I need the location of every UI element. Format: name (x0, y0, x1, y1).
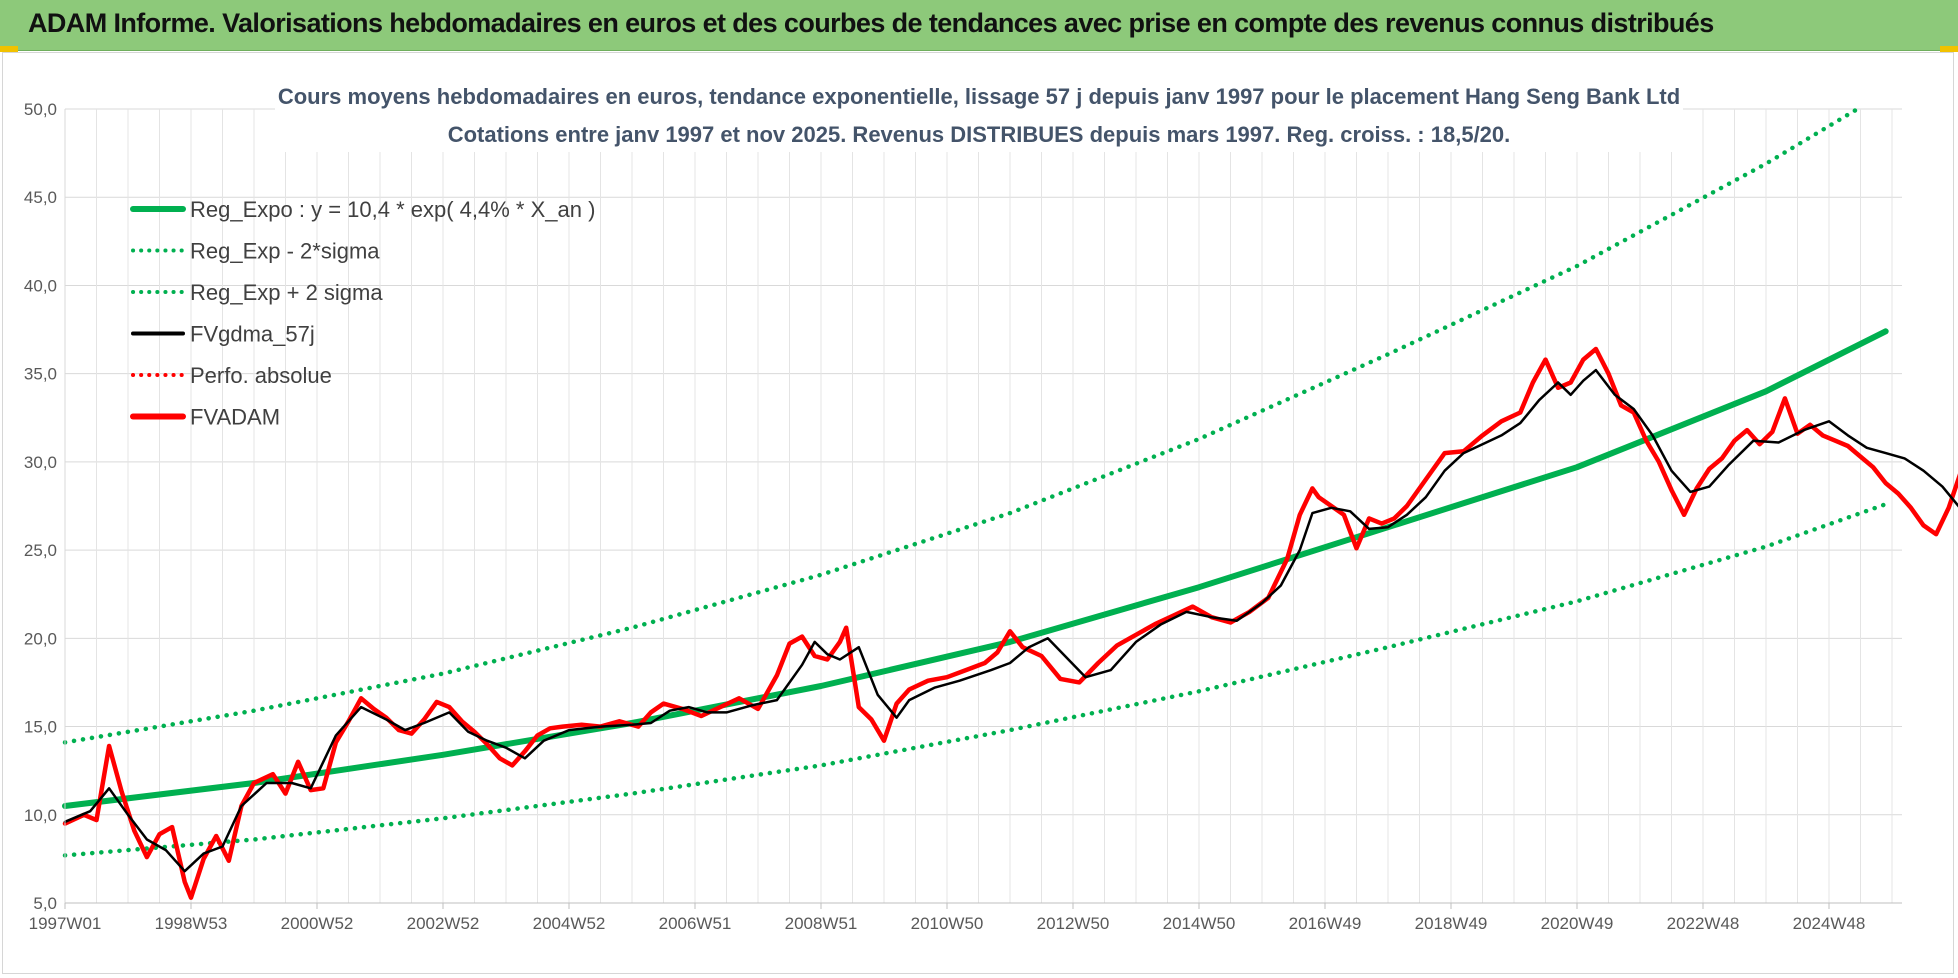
legend-label: FVgdma_57j (190, 322, 315, 347)
x-tick-label: 2006W51 (659, 914, 732, 933)
x-tick-label: 2010W50 (911, 914, 984, 933)
report-title: ADAM Informe. Valorisations hebdomadaire… (28, 8, 1714, 38)
y-tick-label: 15,0 (24, 718, 57, 737)
chart-frame (2, 52, 1954, 974)
corner-marker-right (1940, 46, 1958, 52)
y-tick-label: 35,0 (24, 365, 57, 384)
chart-subtitle: Cotations entre janv 1997 et nov 2025. R… (448, 122, 1511, 147)
report-banner: ADAM Informe. Valorisations hebdomadaire… (0, 0, 1958, 51)
y-axis: 5,0 10,0 15,0 20,0 25,0 30,0 35,0 40,0 45,0 50,0 (24, 100, 66, 913)
x-tick-label: 2016W49 (1289, 914, 1362, 933)
chart-title: Cours moyens hebdomadaires en euros, ten… (278, 84, 1680, 109)
x-tick-label: 1998W53 (155, 914, 228, 933)
y-tick-label: 30,0 (24, 453, 57, 472)
x-tick-label: 2002W52 (407, 914, 480, 933)
x-tick-label: 2004W52 (533, 914, 606, 933)
y-tick-label: 40,0 (24, 276, 57, 295)
x-tick-label: 2024W48 (1793, 914, 1866, 933)
series-line-reg-expo-y-10-4-exp-4-4-x-an (62, 328, 1889, 809)
legend-label: Perfo. absolue (190, 363, 332, 388)
y-tick-label: 25,0 (24, 541, 57, 560)
x-tick-label: 2014W50 (1163, 914, 1236, 933)
legend-label: Reg_Exp - 2*sigma (190, 239, 380, 264)
legend-label: Reg_Exp + 2 sigma (190, 280, 383, 305)
y-tick-label: 20,0 (24, 629, 57, 648)
x-tick-label: 2008W51 (785, 914, 858, 933)
x-tick-label: 2020W49 (1541, 914, 1614, 933)
title-background (275, 78, 1683, 152)
chart-grid (64, 108, 1902, 904)
y-tick-label: 50,0 (24, 100, 57, 119)
series-layer (62, 104, 1958, 900)
series-line-reg-exp-2-sigma (62, 104, 1863, 745)
legend-label: FVADAM (190, 405, 280, 430)
y-tick-label: 5,0 (33, 894, 57, 913)
x-tick-label: 2018W49 (1415, 914, 1488, 933)
x-tick-label: 2012W50 (1037, 914, 1110, 933)
series-line-fvgdma-57j (63, 368, 1958, 873)
x-axis: 1997W01 1998W53 2000W52 2002W52 2004W52 2006W… (29, 902, 1902, 933)
chart-legend: Reg_Expo : y = 10,4 * exp( 4,4% * X_an )… (130, 197, 595, 430)
x-tick-label: 2022W48 (1667, 914, 1740, 933)
x-tick-label: 1997W01 (29, 914, 102, 933)
y-tick-label: 10,0 (24, 806, 57, 825)
corner-marker-left (0, 46, 18, 52)
legend-label: Reg_Expo : y = 10,4 * exp( 4,4% * X_an ) (190, 197, 595, 222)
y-tick-label: 45,0 (24, 188, 57, 207)
x-tick-label: 2000W52 (281, 914, 354, 933)
series-line-reg-exp-2-sigma (62, 501, 1888, 858)
series-line-fvadam (62, 346, 1958, 900)
